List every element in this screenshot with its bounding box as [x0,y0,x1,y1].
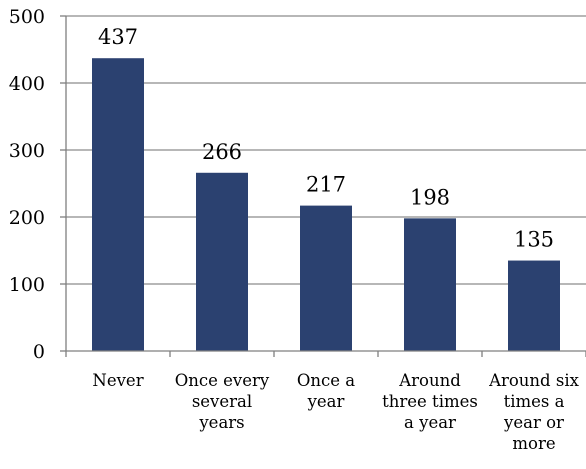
data-label-0: 437 [98,25,138,49]
x-category-label-2: Once a year [297,371,355,411]
y-tick-label-100: 100 [9,274,45,296]
bar-3 [404,218,456,351]
y-tick-label-200: 200 [9,207,45,229]
gridlines [66,15,586,285]
y-tick-label-300: 300 [9,140,45,162]
bar-1 [196,172,248,351]
data-label-2: 217 [306,173,346,197]
x-category-label-4: Around six times a year or more [488,371,580,453]
y-tick-label-400: 400 [9,73,45,95]
data-label-1: 266 [202,140,242,164]
y-tick-label-0: 0 [33,341,45,363]
x-category-label-3: Around three times a year [382,371,478,432]
data-label-4: 135 [514,228,554,252]
axes [60,15,586,357]
y-tick-label-500: 500 [9,6,45,28]
x-category-label-0: Never [92,371,143,390]
data-label-3: 198 [410,185,450,209]
bar-2 [300,205,352,351]
bars [92,58,560,352]
x-category-label-1: Once every several years [175,371,270,432]
labels: 0 100 200 300 400 500 437 Never 266 Once every sev… [9,6,580,453]
bar-4 [508,260,560,351]
bar-0 [92,58,144,352]
